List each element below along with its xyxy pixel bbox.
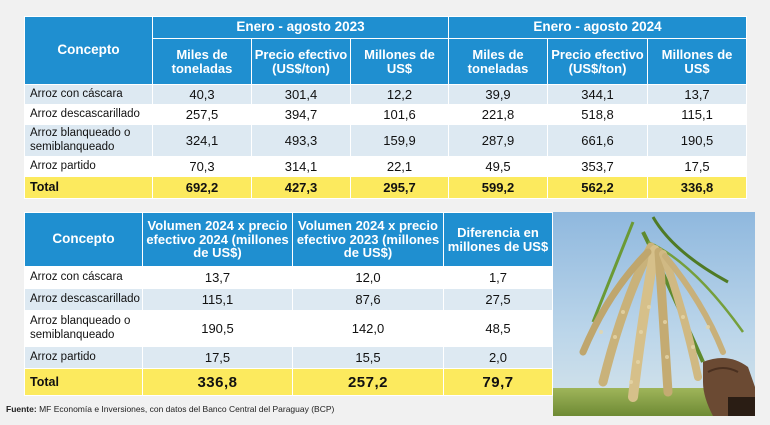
cell: 295,7 [349, 176, 450, 199]
row-label: Arroz partido [24, 156, 153, 177]
source-note: Fuente: MF Economía e Inversiones, con d… [6, 404, 334, 414]
table-row: Arroz blanqueado o semiblanqueado 190,5 … [24, 310, 553, 347]
row-label: Arroz partido [24, 346, 143, 369]
cell: 257,5 [152, 104, 252, 125]
rice-photo [553, 212, 755, 416]
cell: 314,1 [251, 156, 351, 177]
table-row: Arroz blanqueado o semiblanqueado 324,1 … [24, 124, 748, 157]
row-label: Arroz con cáscara [24, 266, 143, 289]
table-row: Arroz con cáscara 13,7 12,0 1,7 [24, 266, 553, 289]
group-header-2023: Enero - agosto 2023 [151, 16, 450, 39]
col-price-2023: Precio efectivo (US$/ton) [251, 38, 351, 85]
table-row: Arroz partido 70,3 314,1 22,1 49,5 353,7… [24, 156, 748, 177]
cell: 12,0 [292, 266, 444, 289]
cell: 324,1 [152, 124, 252, 157]
col-millions-2024: Millones de US$ [647, 38, 748, 85]
cell: 48,5 [443, 310, 553, 347]
cell: 190,5 [142, 310, 293, 347]
cell: 39,9 [448, 84, 549, 105]
cell: 115,1 [647, 104, 748, 125]
source-text: MF Economía e Inversiones, con datos del… [36, 404, 335, 414]
row-label: Arroz blanqueado o semiblanqueado [24, 124, 153, 157]
col-tons-2024: Miles de toneladas [448, 38, 549, 85]
cell: 49,5 [448, 156, 549, 177]
cell: 79,7 [443, 368, 553, 396]
cell: 427,3 [251, 176, 351, 199]
group-header-2024: Enero - agosto 2024 [448, 16, 748, 39]
cell: 13,7 [142, 266, 293, 289]
col-millions-2023: Millones de US$ [349, 38, 450, 85]
col-volume-price-2023: Volumen 2024 x precio efectivo 2023 (mil… [292, 212, 444, 267]
row-label: Arroz descascarillado [24, 288, 143, 311]
cell: 159,9 [349, 124, 450, 157]
table-row: Arroz con cáscara 40,3 301,4 12,2 39,9 3… [24, 84, 748, 105]
cell: 287,9 [448, 124, 549, 157]
col-tons-2023: Miles de toneladas [152, 38, 252, 85]
row-label: Arroz blanqueado o semiblanqueado [24, 310, 143, 347]
col-difference: Diferencia en millones de US$ [443, 212, 553, 267]
cell: 661,6 [547, 124, 649, 157]
cell: 17,5 [142, 346, 293, 369]
cell: 257,2 [292, 368, 444, 396]
cell: 15,5 [292, 346, 444, 369]
rice-panicle-image [553, 212, 755, 416]
cell: 70,3 [152, 156, 252, 177]
source-label: Fuente: [6, 404, 37, 414]
cell: 115,1 [142, 288, 293, 311]
cell: 190,5 [647, 124, 748, 157]
cell: 87,6 [292, 288, 444, 311]
cell: 221,8 [448, 104, 549, 125]
row-label: Total [24, 176, 153, 199]
cell: 1,7 [443, 266, 553, 289]
cell: 27,5 [443, 288, 553, 311]
cell: 13,7 [647, 84, 748, 105]
col-price-2024: Precio efectivo (US$/ton) [547, 38, 649, 85]
total-row: Total 692,2 427,3 295,7 599,2 562,2 336,… [24, 176, 748, 199]
cell: 493,3 [251, 124, 351, 157]
cell: 142,0 [292, 310, 444, 347]
row-label: Arroz descascarillado [24, 104, 153, 125]
cell: 301,4 [251, 84, 351, 105]
cell: 394,7 [251, 104, 351, 125]
table-row: Arroz descascarillado 257,5 394,7 101,6 … [24, 104, 748, 125]
cell: 353,7 [547, 156, 649, 177]
cell: 101,6 [349, 104, 450, 125]
cell: 562,2 [547, 176, 649, 199]
row-label: Arroz con cáscara [24, 84, 153, 105]
col-volume-price-2024: Volumen 2024 x precio efectivo 2024 (mil… [142, 212, 293, 267]
table-row: Arroz descascarillado 115,1 87,6 27,5 [24, 288, 553, 311]
cell: 336,8 [647, 176, 748, 199]
cell: 2,0 [443, 346, 553, 369]
cell: 692,2 [152, 176, 252, 199]
cell: 40,3 [152, 84, 252, 105]
cell: 22,1 [349, 156, 450, 177]
total-row: Total 336,8 257,2 79,7 [24, 368, 553, 396]
concepto-header: Concepto [24, 16, 153, 85]
cell: 599,2 [448, 176, 549, 199]
row-label: Total [24, 368, 143, 396]
cell: 344,1 [547, 84, 649, 105]
top-table: Concepto Enero - agosto 2023 Enero - ago… [24, 16, 748, 199]
cell: 12,2 [349, 84, 450, 105]
concepto-header: Concepto [24, 212, 143, 267]
table-row: Arroz partido 17,5 15,5 2,0 [24, 346, 553, 369]
cell: 518,8 [547, 104, 649, 125]
bottom-table: Concepto Volumen 2024 x precio efectivo … [24, 212, 553, 396]
cell: 17,5 [647, 156, 748, 177]
cell: 336,8 [142, 368, 293, 396]
